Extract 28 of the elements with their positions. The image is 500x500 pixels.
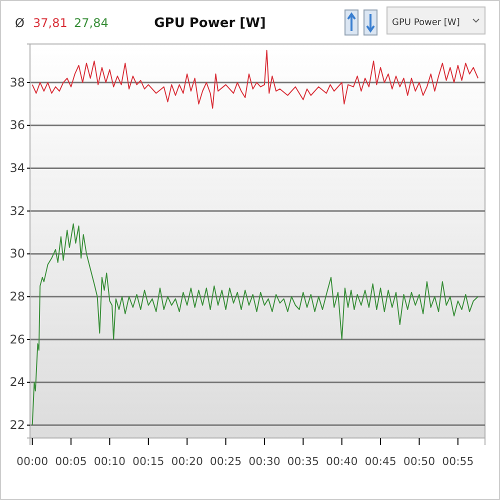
- line-series: [32, 223, 479, 426]
- y-tick-label: 30: [10, 246, 25, 261]
- text: GPU Power [W]: [392, 18, 460, 28]
- text: 27,84: [74, 16, 108, 30]
- x-tick-label: 00:50: [403, 454, 436, 468]
- y-tick-label: 32: [10, 204, 25, 218]
- x-tick-label: 00:40: [326, 454, 358, 468]
- y-tick-label: 26: [10, 332, 25, 346]
- x-tick-label: 00:15: [132, 454, 164, 468]
- text: Ø: [15, 16, 24, 30]
- x-tick-label: 00:10: [94, 454, 126, 468]
- x-tick-label: 00:00: [16, 454, 48, 468]
- y-tick-label: 36: [10, 118, 25, 132]
- x-tick-label: 00:25: [210, 454, 242, 468]
- y-tick-label: 28: [10, 290, 25, 304]
- x-tick-label: 00:20: [171, 454, 203, 468]
- y-tick-label: 34: [10, 161, 25, 176]
- y-tick-label: 22: [10, 418, 25, 432]
- x-tick-label: 00:30: [248, 454, 280, 468]
- x-tick-label: 00:45: [364, 454, 396, 468]
- x-tick-label: 00:35: [287, 454, 320, 468]
- x-tick-label: 00:55: [442, 454, 474, 468]
- chart-title: GPU Power [W]: [154, 16, 266, 31]
- line-series: [32, 50, 479, 109]
- y-tick-label: 24: [10, 375, 25, 390]
- x-tick-label: 00:05: [55, 454, 87, 468]
- text: 37,81: [33, 16, 68, 30]
- y-tick-label: 38: [10, 75, 25, 90]
